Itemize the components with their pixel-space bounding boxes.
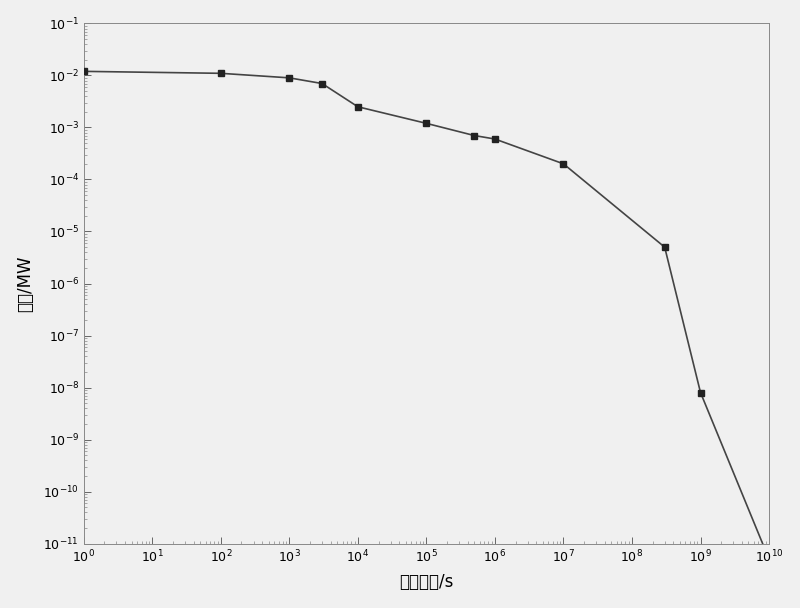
X-axis label: 停堆时间/s: 停堆时间/s bbox=[399, 573, 454, 592]
Y-axis label: 余热/MW: 余热/MW bbox=[17, 255, 34, 312]
